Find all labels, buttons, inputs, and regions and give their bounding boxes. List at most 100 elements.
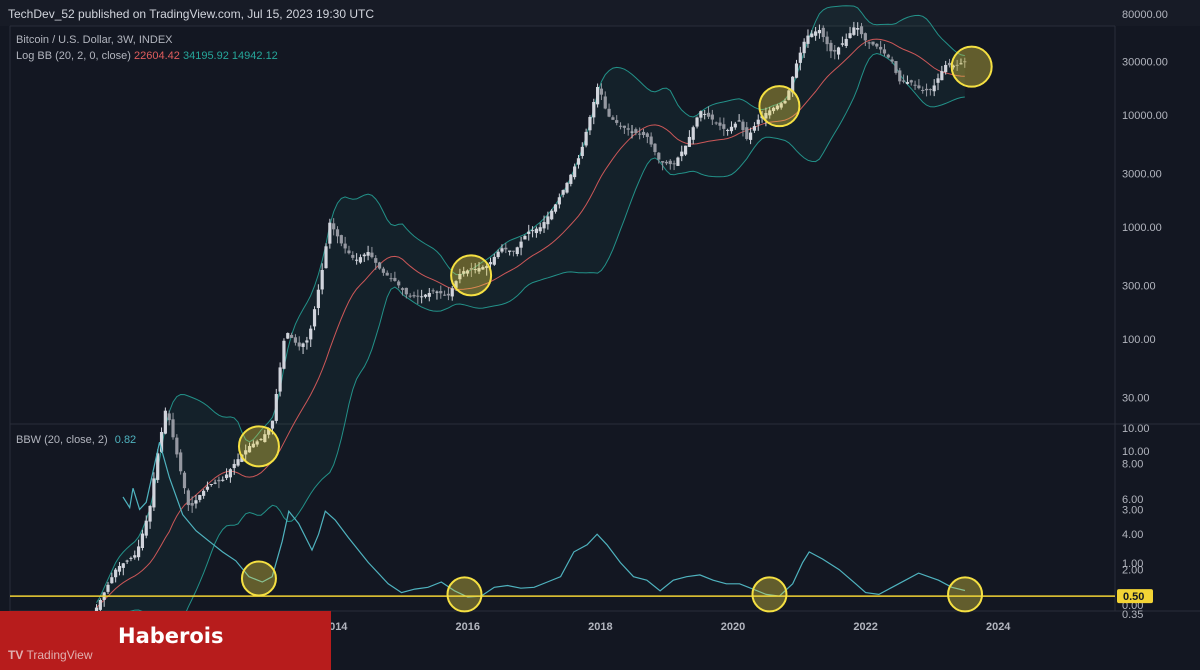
bbw-highlight-circle	[751, 576, 788, 613]
candle-body	[355, 259, 359, 261]
candle-body	[622, 125, 626, 128]
candle-body	[286, 333, 290, 339]
candle-body	[423, 294, 428, 297]
candle-body	[894, 61, 898, 73]
candle-body	[389, 278, 393, 280]
candle-body	[787, 90, 791, 100]
candle-body	[400, 288, 405, 290]
candle-body	[802, 41, 806, 54]
candle-body	[232, 463, 236, 469]
candle-body	[588, 116, 592, 131]
price-tick-label: 0.35	[1122, 609, 1143, 621]
candle-body	[649, 136, 653, 145]
candle-body	[156, 453, 160, 480]
candle-body	[179, 452, 183, 472]
candle-body	[680, 151, 684, 157]
bbw-highlight-circle	[240, 560, 277, 597]
candle-body	[393, 277, 397, 281]
candle-body	[840, 43, 844, 45]
candle-body	[481, 267, 485, 270]
candle-body	[397, 281, 401, 286]
candle-body	[420, 296, 424, 298]
candle-body	[270, 420, 275, 429]
candle-body	[190, 503, 194, 506]
candle-body	[932, 85, 936, 92]
candle-body	[569, 174, 573, 184]
tradingview-logo-mark: TV	[8, 648, 24, 662]
candle-body	[699, 111, 703, 118]
candle-body	[312, 309, 317, 327]
candle-body	[863, 33, 867, 41]
highlight-circle	[758, 85, 801, 128]
candle-body	[133, 555, 137, 558]
candle-body	[515, 247, 519, 255]
candle-body	[500, 248, 504, 252]
candle-body	[867, 42, 871, 44]
candle-body	[882, 49, 887, 54]
price-tick-label: 80000.00	[1122, 9, 1168, 21]
candle-body	[94, 607, 99, 613]
candle-body	[194, 500, 198, 504]
candle-body	[752, 126, 757, 131]
candle-body	[267, 428, 271, 435]
candle-body	[779, 103, 783, 108]
candle-body	[871, 41, 875, 45]
threshold-badge-label: 0.50	[1123, 591, 1144, 603]
band-fill	[96, 5, 965, 652]
candle-body	[806, 35, 810, 44]
bbw-tick-label: 4.00	[1122, 529, 1143, 541]
candle-body	[718, 122, 722, 126]
candle-body	[366, 252, 370, 256]
candle-body	[110, 577, 114, 584]
candle-body	[527, 231, 531, 234]
candle-body	[125, 560, 129, 562]
candle-body	[469, 268, 473, 270]
candle-body	[913, 84, 917, 86]
candle-body	[959, 63, 963, 65]
candle-body	[856, 28, 860, 30]
candle-body	[599, 88, 604, 95]
time-tick-label: 2018	[588, 621, 612, 633]
candle-body	[595, 86, 600, 105]
candle-body	[504, 247, 508, 250]
candle-body	[771, 107, 776, 112]
candle-body	[657, 152, 661, 160]
candle-body	[297, 342, 301, 347]
bbw-tick-label: 10.00	[1122, 423, 1150, 435]
candle-body	[404, 287, 408, 295]
candle-body	[645, 133, 649, 137]
candle-body	[385, 272, 389, 276]
tradingview-label: TradingView	[26, 648, 93, 662]
candle-body	[714, 122, 718, 124]
candle-body	[917, 85, 921, 89]
candle-body	[217, 479, 221, 482]
candle-body	[485, 266, 489, 268]
candle-body	[140, 533, 145, 549]
candle-body	[875, 43, 879, 47]
candle-body	[947, 62, 952, 66]
bbw-line	[122, 442, 966, 598]
candle-body	[221, 479, 225, 481]
candle-body	[282, 340, 286, 369]
price-tick-label: 100.00	[1122, 334, 1156, 346]
candle-body	[175, 437, 179, 455]
candle-body	[374, 258, 378, 263]
candle-body	[557, 197, 561, 205]
candle-body	[576, 158, 581, 165]
candle-body	[377, 262, 382, 269]
candle-body	[534, 228, 538, 234]
candle-body	[412, 295, 416, 297]
candle-body	[351, 254, 355, 258]
legend-bb-upper: 34195.92	[182, 50, 229, 62]
candle-body	[695, 117, 699, 127]
price-tick-label: 30000.00	[1122, 57, 1168, 69]
candle-body	[703, 113, 707, 115]
candle-body	[274, 394, 278, 421]
candle-body	[676, 157, 680, 166]
candle-body	[442, 294, 447, 296]
legend-bb-label: Log BB (20, 2, 0, close)	[16, 50, 131, 62]
candle-body	[328, 222, 332, 244]
candle-body	[936, 78, 940, 83]
candle-body	[496, 251, 500, 257]
